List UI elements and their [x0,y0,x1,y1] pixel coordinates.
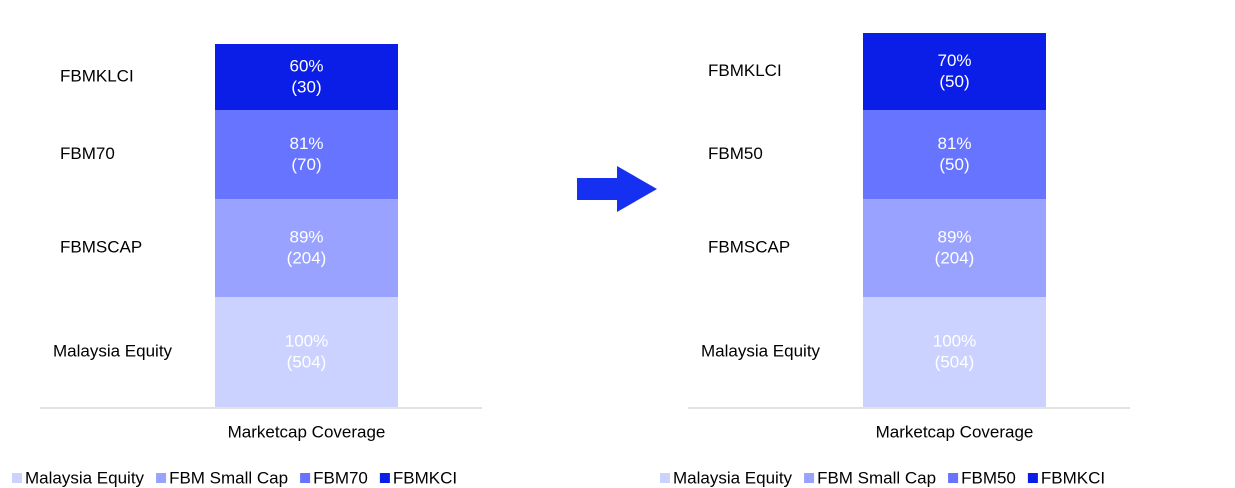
row-label: FBM50 [708,144,763,163]
segment-value-label: 70% [937,51,971,70]
legend-label: FBM Small Cap [817,468,936,487]
segment-value-label: 60% [289,56,323,75]
x-label: Marketcap Coverage [876,422,1034,441]
bar-segment [863,110,1046,200]
bar-segment [215,297,398,407]
legend-label: FBMKCI [393,468,457,487]
segment-count-label: (50) [939,72,969,91]
bar-segment [215,199,398,297]
row-label: FBMSCAP [60,238,142,257]
legend-label: FBMKCI [1041,468,1105,487]
segment-count-label: (30) [291,77,321,96]
row-label: FBMSCAP [708,238,790,257]
legend-swatch [300,473,311,483]
legend-swatch [660,473,670,483]
segment-count-label: (50) [939,155,969,174]
segment-value-label: 89% [289,228,323,247]
legend-label: FBM Small Cap [169,468,288,487]
legend-swatch [804,473,815,483]
legend-label: FBM70 [313,468,368,487]
bar-segment [863,297,1046,407]
segment-value-label: 81% [937,134,971,153]
legend-label: Malaysia Equity [673,468,793,487]
segment-count-label: (504) [935,352,975,371]
segment-count-label: (504) [287,352,327,371]
row-label: FBMKLCI [708,61,782,80]
legend-swatch [948,473,959,483]
segment-value-label: 89% [937,228,971,247]
segment-value-label: 81% [289,134,323,153]
bar-segment [863,33,1046,110]
row-label: FBMKLCI [60,66,134,85]
segment-value-label: 100% [285,331,328,350]
segment-count-label: (204) [935,249,975,268]
bar-segment [863,199,1046,297]
bar-segment [215,44,398,110]
bar-segment [215,110,398,200]
row-label: Malaysia Equity [701,341,821,360]
row-label: FBM70 [60,144,115,163]
segment-count-label: (204) [287,249,327,268]
segment-count-label: (70) [291,155,321,174]
legend-swatch [156,473,167,483]
legend-swatch [379,473,390,483]
row-label: Malaysia Equity [53,341,173,360]
legend-swatch [1027,473,1038,483]
legend-label: FBM50 [961,468,1016,487]
legend-swatch [12,473,22,483]
arrow [577,166,657,212]
legend-label: Malaysia Equity [25,468,145,487]
segment-value-label: 100% [933,331,976,350]
x-label: Marketcap Coverage [228,422,386,441]
